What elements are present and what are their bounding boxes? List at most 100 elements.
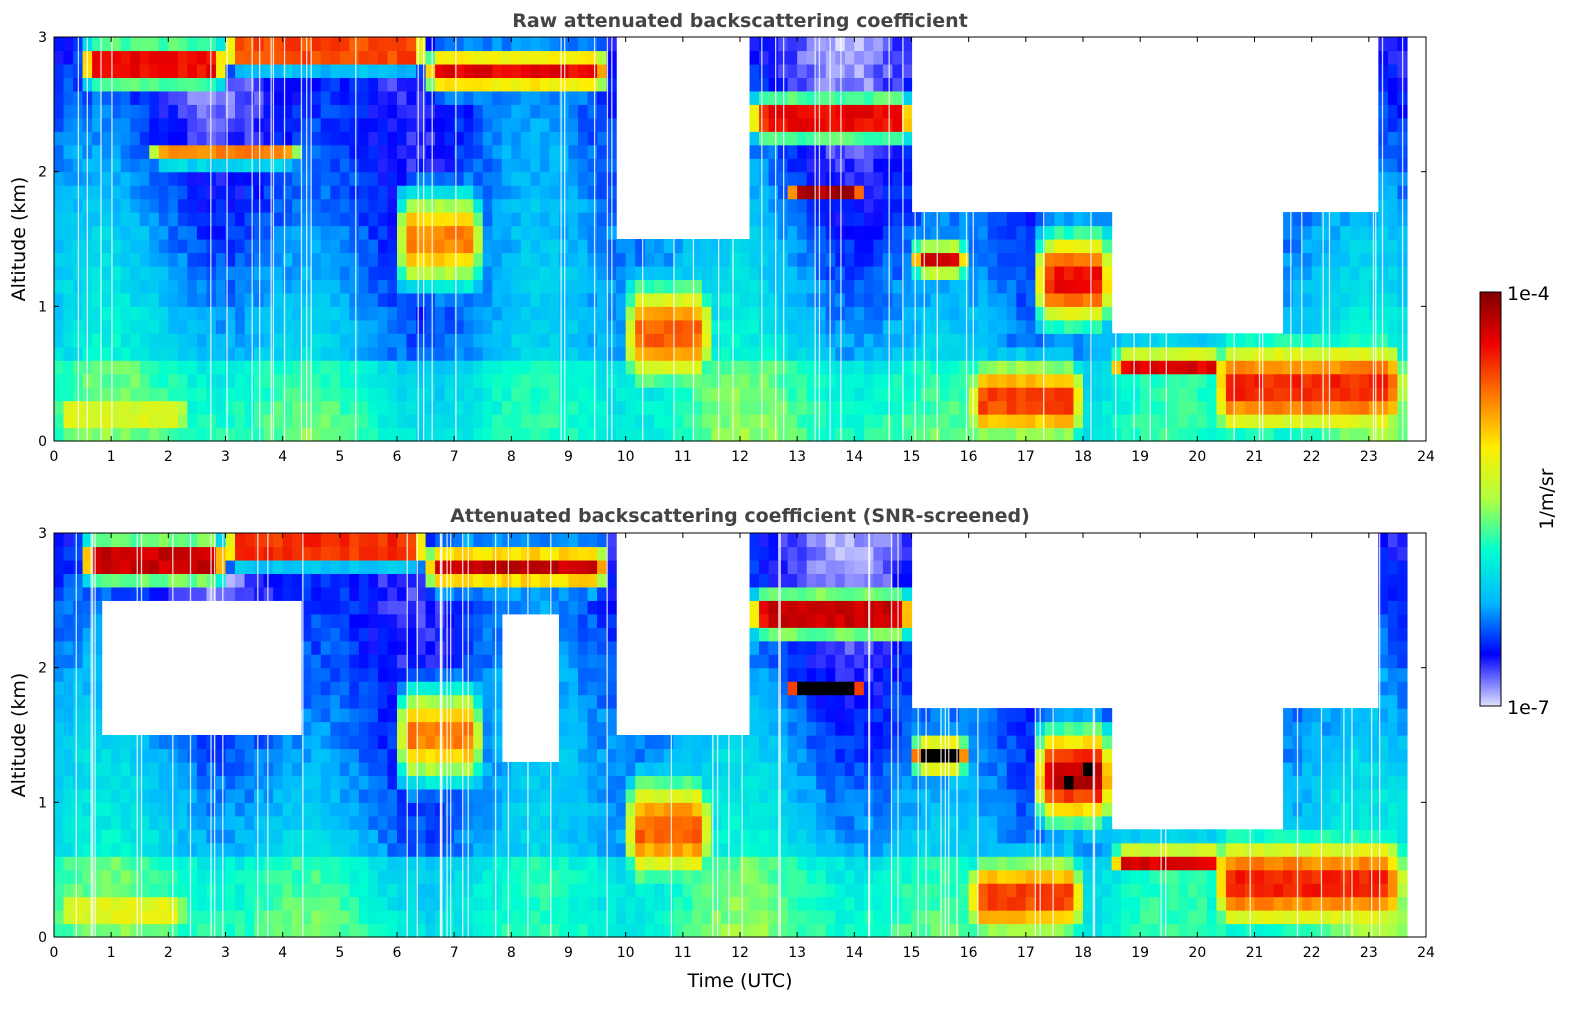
heatmap-cell: [177, 360, 188, 375]
heatmap-cell: [282, 802, 293, 817]
heatmap-cell: [606, 559, 617, 574]
heatmap-cell: [997, 212, 1008, 227]
heatmap-cell: [282, 279, 293, 294]
heatmap-cell: [549, 306, 560, 321]
heatmap-cell: [368, 883, 379, 898]
heatmap-cell: [863, 90, 874, 105]
heatmap-cell: [149, 185, 160, 200]
heatmap-cell: [311, 185, 322, 200]
heatmap-cell: [177, 414, 188, 429]
heatmap-cell: [92, 265, 103, 280]
heatmap-cell: [1387, 333, 1399, 348]
heatmap-cell: [454, 613, 465, 628]
heatmap-cell: [330, 306, 341, 321]
heatmap-cell: [1025, 427, 1036, 442]
heatmap-cell: [797, 319, 808, 334]
heatmap-cell: [454, 414, 465, 429]
heatmap-cell: [444, 37, 455, 52]
heatmap-cell: [397, 333, 408, 348]
heatmap-cell: [101, 225, 112, 240]
heatmap-cell: [377, 586, 389, 601]
heatmap-cell: [244, 319, 255, 334]
heatmap-cell: [1292, 360, 1303, 375]
heatmap-cell: [444, 546, 455, 561]
heatmap-cell: [949, 400, 960, 415]
heatmap-cell: [225, 829, 236, 844]
heatmap-cell: [930, 427, 941, 442]
heatmap-cell: [530, 573, 541, 588]
missing-profile-gap: [1233, 37, 1235, 441]
heatmap-cell: [215, 373, 227, 388]
heatmap-cell: [235, 90, 246, 105]
heatmap-cell: [444, 158, 455, 173]
heatmap-cell: [158, 265, 169, 280]
heatmap-cell: [940, 252, 951, 267]
heatmap-cell: [244, 573, 255, 588]
heatmap-cell: [873, 387, 884, 402]
heatmap-cell: [263, 387, 274, 402]
heatmap-cell: [768, 90, 779, 105]
heatmap-cell: [330, 117, 341, 132]
heatmap-cell: [358, 923, 370, 938]
heatmap-cell: [120, 829, 131, 844]
heatmap-cell: [740, 387, 751, 402]
heatmap-cell: [292, 292, 303, 307]
heatmap-cell: [139, 427, 150, 442]
heatmap-cell: [1197, 427, 1208, 442]
heatmap-cell: [959, 346, 970, 361]
heatmap-cell: [187, 802, 198, 817]
heatmap-cell: [1073, 387, 1084, 402]
heatmap-cell: [368, 910, 379, 925]
heatmap-cell: [711, 252, 722, 267]
missing-profile-gap: [1262, 37, 1264, 441]
heatmap-cell: [196, 869, 208, 884]
heatmap-cell: [111, 279, 122, 294]
heatmap-cell: [92, 896, 103, 911]
heatmap-cell: [130, 748, 141, 763]
heatmap-cell: [492, 667, 503, 682]
heatmap-cell: [454, 319, 465, 334]
heatmap-cell: [368, 829, 379, 844]
heatmap-cell: [1092, 292, 1103, 307]
heatmap-cell: [235, 306, 246, 321]
heatmap-cell: [654, 373, 665, 388]
heatmap-cell: [235, 104, 246, 119]
heatmap-cell: [473, 681, 484, 696]
heatmap-cell: [254, 559, 265, 574]
heatmap-cell: [139, 319, 150, 334]
heatmap-cell: [901, 387, 913, 402]
heatmap-cell: [377, 923, 389, 938]
heatmap-cell: [196, 883, 208, 898]
heatmap-cell: [73, 761, 84, 776]
heatmap-cell: [673, 373, 684, 388]
heatmap-cell: [387, 815, 398, 830]
heatmap-cell: [673, 414, 684, 429]
heatmap-cell: [92, 279, 103, 294]
heatmap-cell: [454, 373, 465, 388]
heatmap-cell: [206, 185, 217, 200]
heatmap-cell: [644, 360, 655, 375]
heatmap-cell: [511, 292, 522, 307]
heatmap-cell: [263, 923, 274, 938]
heatmap-cell: [1102, 319, 1113, 334]
heatmap-cell: [330, 600, 341, 615]
heatmap-cell: [301, 546, 312, 561]
heatmap-cell: [978, 333, 989, 348]
heatmap-cell: [901, 104, 913, 119]
heatmap-cell: [501, 373, 512, 388]
heatmap-cell: [530, 761, 541, 776]
heatmap-cell: [292, 829, 303, 844]
heatmap-cell: [1311, 225, 1322, 240]
heatmap-cell: [444, 883, 455, 898]
heatmap-cell: [1330, 319, 1341, 334]
heatmap-cell: [492, 77, 503, 92]
heatmap-cell: [111, 856, 122, 871]
heatmap-cell: [244, 265, 255, 280]
heatmap-cell: [568, 829, 579, 844]
heatmap-cell: [225, 185, 236, 200]
heatmap-cell: [444, 333, 455, 348]
heatmap-cell: [558, 63, 570, 78]
heatmap-cell: [787, 414, 798, 429]
heatmap-cell: [797, 306, 808, 321]
heatmap-cell: [406, 627, 417, 642]
